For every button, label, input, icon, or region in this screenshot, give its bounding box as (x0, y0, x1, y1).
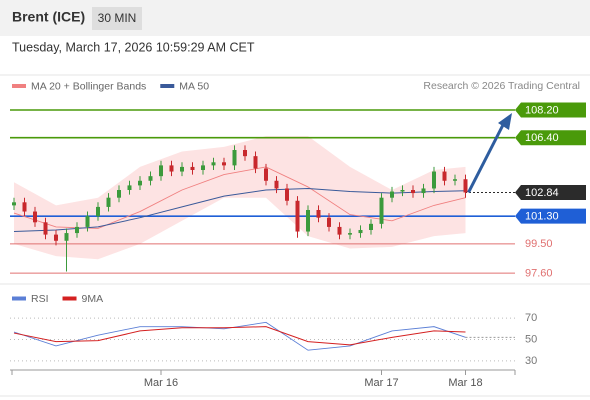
legend-label: MA 50 (179, 80, 209, 92)
legend-label: RSI (31, 293, 49, 305)
candle-body (232, 150, 237, 166)
credit: Research © 2026 Trading Central (423, 80, 580, 92)
candle-body (442, 171, 447, 181)
candle-body (358, 229, 363, 234)
level-label: 102.84 (525, 187, 559, 199)
candle-body (264, 168, 268, 181)
legend-label: 9MA (82, 293, 104, 305)
y-tick-label: 50 (525, 333, 537, 345)
x-tick-label: Mar 18 (448, 377, 482, 389)
candle-body (379, 197, 384, 224)
forecast-arrow (467, 120, 507, 194)
x-tick-label: Mar 17 (364, 377, 398, 389)
y-tick-label: 30 (525, 355, 537, 367)
subtitle: Tuesday, March 17, 2026 10:59:29 AM CET (12, 40, 255, 54)
legend-swatch (62, 296, 77, 301)
candle-body (201, 165, 205, 171)
level-label: 106.40 (525, 132, 559, 144)
candle-body (117, 190, 121, 198)
candle-body (421, 188, 426, 194)
candle-body (243, 150, 247, 157)
candle-body (411, 190, 415, 194)
candle-body (96, 206, 100, 217)
legend-swatch (12, 84, 26, 88)
level-label: 101.30 (525, 211, 559, 223)
candle-body (106, 197, 111, 207)
candle-body (327, 217, 331, 227)
candle-body (12, 202, 16, 206)
candle-body (453, 179, 457, 181)
candle-body (306, 209, 310, 232)
level-tag (515, 102, 586, 118)
candle-body (337, 226, 342, 235)
y-tick-label: 70 (525, 312, 537, 324)
candle-body (432, 171, 436, 189)
candle-body (295, 200, 300, 232)
interval-box (92, 7, 142, 30)
candle-body (316, 209, 321, 218)
ma20-line (13, 166, 466, 229)
candle-body (64, 233, 69, 241)
candle-body (54, 234, 58, 241)
level-tag (515, 208, 586, 224)
candle-body (85, 216, 90, 227)
header-bar (0, 0, 590, 36)
level-label: 99.50 (525, 238, 553, 250)
candle-body (43, 222, 48, 235)
chart-title: Brent (ICE) (12, 9, 85, 25)
candle-body (190, 166, 195, 171)
candle-body (348, 233, 352, 235)
candle-body (211, 162, 216, 166)
x-tick-label: Mar 16 (144, 377, 178, 389)
candle-body (159, 165, 163, 177)
legend-swatch (160, 84, 175, 88)
candle-body (400, 190, 405, 192)
level-label: 97.60 (525, 267, 553, 279)
level-tag (515, 184, 586, 200)
interval: 30 MIN (98, 11, 137, 25)
candle-body (33, 211, 37, 223)
legend-label: MA 20 + Bollinger Bands (31, 80, 146, 92)
rsi-ma-line (13, 326, 466, 346)
bollinger-band (14, 136, 466, 260)
candle-body (75, 226, 79, 234)
candle-body (369, 223, 373, 230)
candle-body (222, 162, 226, 166)
candle-body (390, 191, 394, 198)
rsi-line (13, 321, 466, 351)
candle-body (180, 166, 184, 172)
candle-body (169, 165, 174, 172)
candle-body (274, 180, 279, 189)
forecast-arrowhead (498, 113, 512, 131)
candle-body (138, 180, 142, 186)
candle-body (22, 202, 27, 212)
level-tag (515, 130, 586, 146)
ma50-line (13, 187, 466, 233)
legend-swatch (12, 296, 26, 301)
candle-body (148, 176, 153, 181)
candle-body (127, 185, 132, 190)
candle-body (253, 156, 258, 169)
candle-body (285, 188, 289, 201)
candle-body (463, 179, 468, 193)
level-label: 108.20 (525, 104, 559, 116)
